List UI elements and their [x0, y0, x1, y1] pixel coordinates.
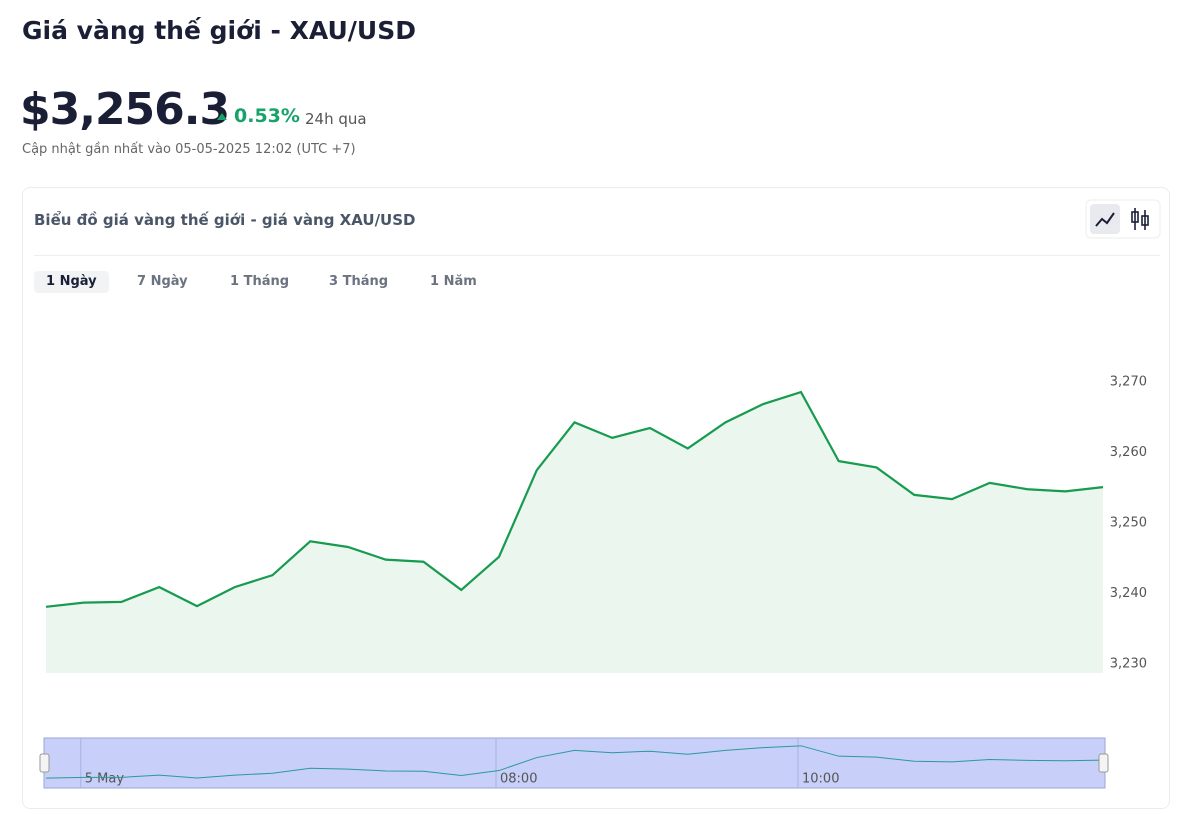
x-tick-label: 08:00 — [500, 772, 537, 787]
navigator-handle — [39, 753, 50, 773]
range-tab[interactable]: 1 Ngày — [34, 271, 109, 293]
updated: Cập nhật gần nhất vào 05-05-2025 12:02 (… — [22, 142, 356, 157]
y-tick-label: 3,260 — [1110, 445, 1147, 460]
y-tick-label: 3,240 — [1110, 586, 1147, 601]
change: 0.53% — [234, 105, 300, 127]
range-tab[interactable]: 7 Ngày — [137, 274, 188, 289]
navigator-line — [45, 745, 1104, 779]
separator — [34, 255, 1160, 256]
range-tab[interactable]: 1 Năm — [430, 274, 477, 289]
line-button[interactable] — [1090, 204, 1120, 234]
range-tab[interactable]: 3 Tháng — [329, 274, 389, 289]
x-tick-label: 5 May — [85, 772, 125, 787]
x-tick-label: 10:00 — [802, 772, 839, 787]
price-line — [45, 390, 1104, 608]
range-tab[interactable]: 1 Tháng — [230, 274, 290, 289]
line-icon — [1095, 212, 1115, 227]
y-tick-label: 3,270 — [1110, 375, 1147, 390]
price: $3,256.3 — [20, 84, 230, 135]
navigator-bg — [43, 737, 1106, 789]
period: 24h qua — [305, 110, 367, 128]
y-tick-label: 3,230 — [1110, 656, 1147, 671]
area-fill — [46, 392, 1103, 673]
page-title: Giá vàng thế giới - XAU/USD — [22, 16, 416, 45]
candle-button[interactable] — [1131, 208, 1149, 230]
card-title: Biểu đồ giá vàng thế giới - giá vàng XAU… — [34, 211, 416, 229]
y-tick-label: 3,250 — [1110, 516, 1147, 531]
chart-card — [22, 187, 1170, 809]
up-arrow — [217, 113, 227, 120]
navigator-handle — [1098, 753, 1109, 773]
